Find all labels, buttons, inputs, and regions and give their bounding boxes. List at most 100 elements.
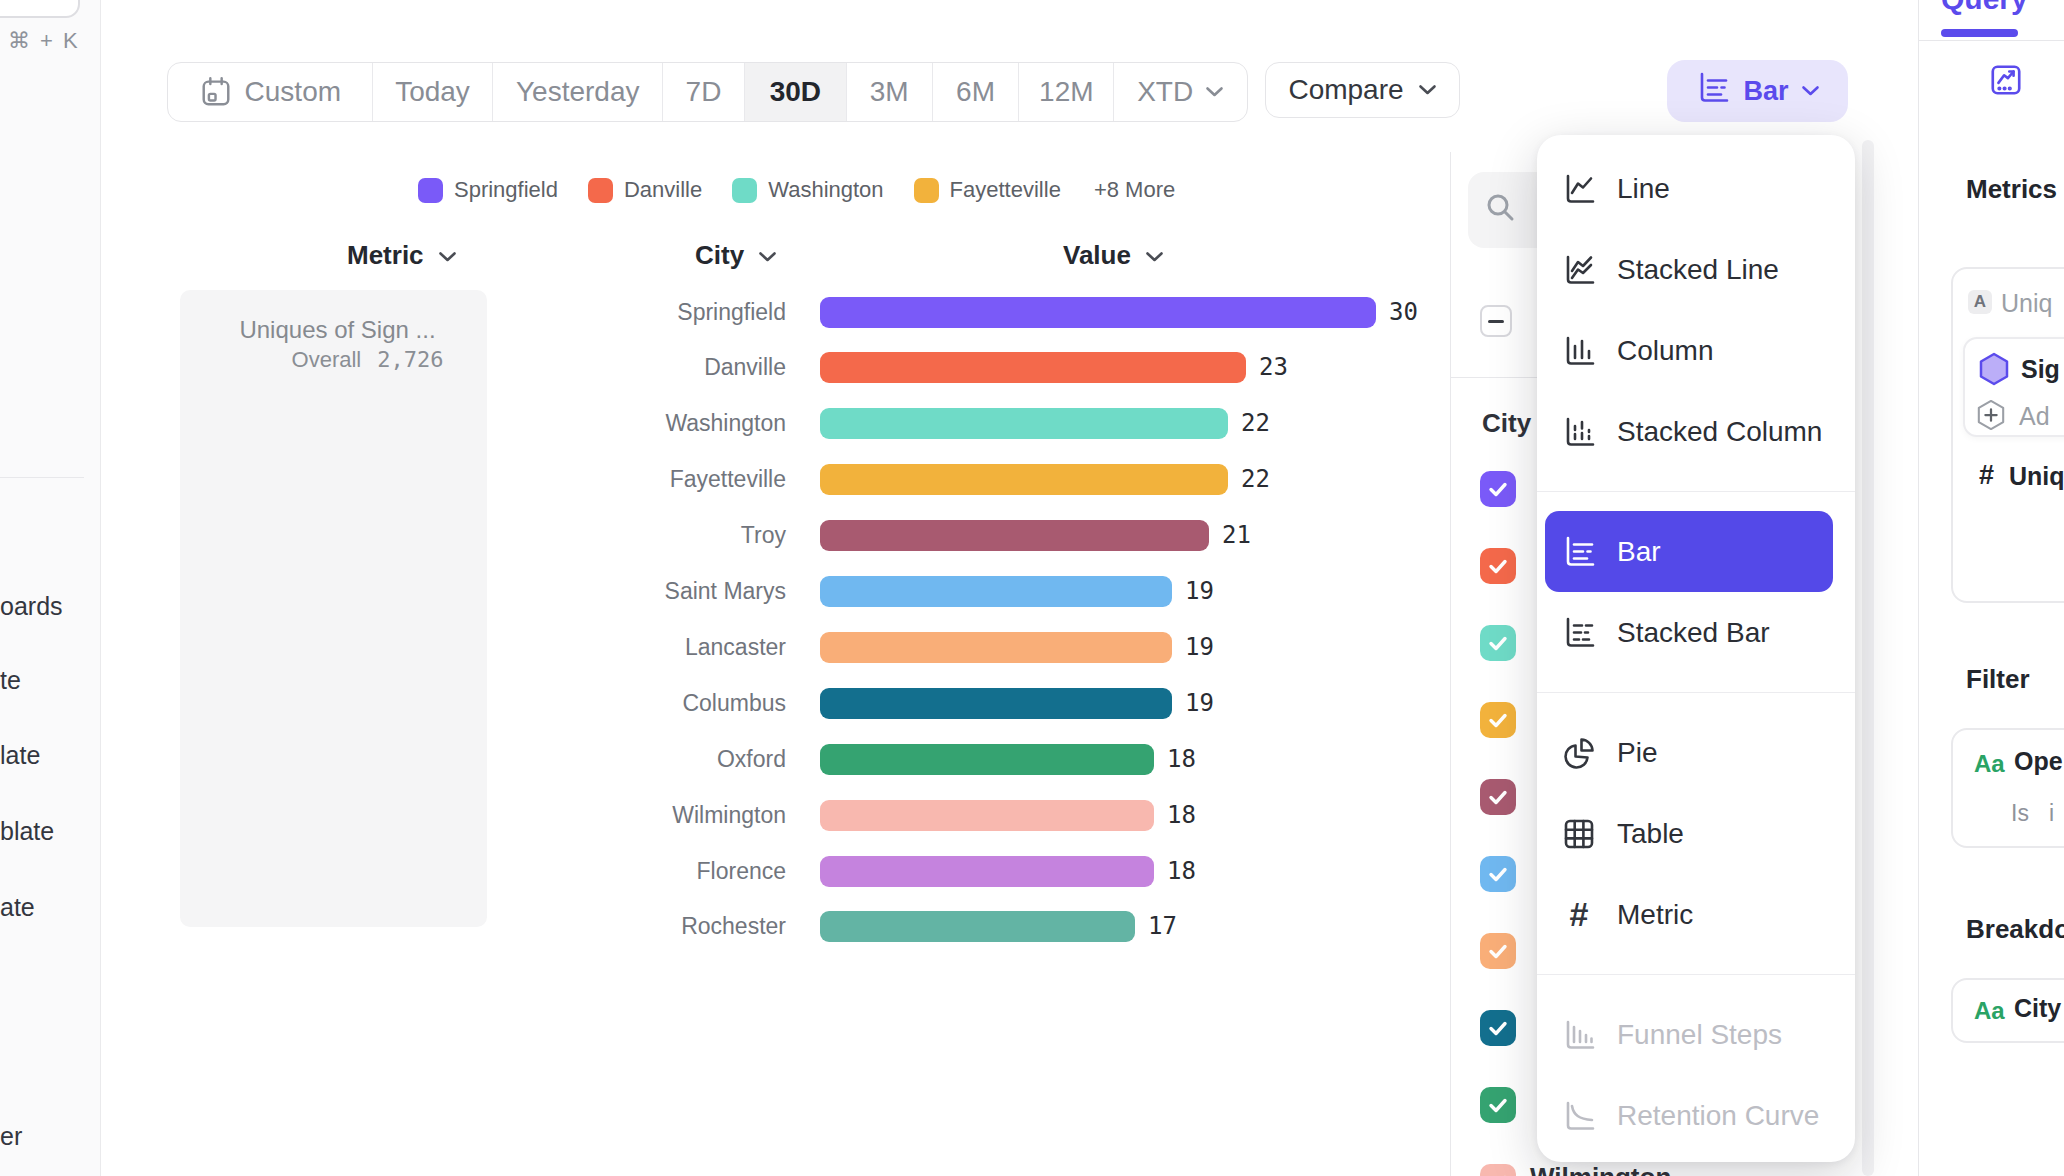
bar-row-label: Springfield [500,297,786,328]
date-range-yesterday[interactable]: Yesterday [493,63,663,121]
bar[interactable] [820,297,1376,328]
menu-item-table[interactable]: Table [1537,793,1855,874]
compare-label: Compare [1288,74,1403,106]
metric-title: Uniques of Sign ... [204,316,471,344]
bar-value: 19 [1185,576,1214,607]
menu-item-stacked-bar[interactable]: Stacked Bar [1537,592,1855,673]
city-checkbox[interactable] [1480,779,1516,815]
bar[interactable] [820,632,1172,663]
chevron-down-icon [1801,85,1820,97]
city-checkbox[interactable] [1480,702,1516,738]
city-checkbox[interactable] [1480,471,1516,507]
date-range-3m[interactable]: 3M [847,63,933,121]
add-event-icon[interactable] [1976,399,2006,435]
city-column-header[interactable]: City [695,240,777,271]
bar-value: 18 [1167,744,1196,775]
funnel-icon [1561,1017,1597,1053]
menu-item-column[interactable]: Column [1537,310,1855,391]
legend-item[interactable]: Springfield [418,177,558,203]
date-range-7d[interactable]: 7D [663,63,745,121]
legend-swatch [588,178,613,203]
sidebar-item[interactable]: oards [0,592,63,621]
menu-divider [1537,974,1855,975]
date-range-12m[interactable]: 12M [1019,63,1114,121]
city-checkbox[interactable] [1480,1010,1516,1046]
city-checkbox[interactable] [1480,548,1516,584]
bar-value: 19 [1185,688,1214,719]
bar[interactable] [820,911,1135,942]
bar[interactable] [820,464,1228,495]
sidebar-divider [0,477,84,478]
event-name: Sig [2021,355,2060,384]
bar[interactable] [820,408,1228,439]
sidebar-search-box[interactable] [0,0,80,18]
menu-item-label: Table [1617,818,1684,850]
legend-item[interactable]: Danville [588,177,702,203]
menu-item-line[interactable]: Line [1537,148,1855,229]
filter-property: Ope [2014,747,2063,776]
legend-more[interactable]: +8 More [1094,177,1175,203]
tab-query[interactable]: Query [1941,0,2028,16]
bar[interactable] [820,352,1246,383]
sidebar-item[interactable]: er [0,1122,22,1151]
date-range-today[interactable]: Today [373,63,494,121]
menu-item-stacked-column[interactable]: Stacked Column [1537,391,1855,472]
legend-label: Washington [768,177,883,203]
city-checkbox[interactable] [1480,1164,1516,1176]
legend-item[interactable]: Washington [732,177,883,203]
bar-row-label: Oxford [500,744,786,775]
date-range-6m[interactable]: 6M [933,63,1020,121]
scrollbar[interactable] [1862,140,1874,1176]
date-range-toolbar: CustomTodayYesterday7D30D 3M 6M12M XTD [167,62,1248,122]
metric-column-header[interactable]: Metric [347,240,457,271]
city-checkbox[interactable] [1480,856,1516,892]
legend-swatch [732,178,757,203]
bar[interactable] [820,576,1172,607]
date-range-xtd[interactable]: XTD [1114,63,1247,121]
value-header-label: Value [1063,240,1131,271]
menu-item-metric[interactable]: #Metric [1537,874,1855,955]
chart-legend: Springfield Danville Washington Fayettevill… [418,177,1175,203]
chart-type-button[interactable]: Bar [1667,60,1848,122]
city-checkbox[interactable] [1480,933,1516,969]
menu-item-stacked-line[interactable]: Stacked Line [1537,229,1855,310]
sidebar-item[interactable]: blate [0,817,54,846]
bar[interactable] [820,520,1209,551]
chart-preview-icon[interactable] [1989,63,2023,101]
date-range-label: 3M [870,76,909,108]
city-checkbox[interactable] [1480,625,1516,661]
value-column-header[interactable]: Value [1063,240,1164,271]
city-checkbox[interactable] [1480,1087,1516,1123]
filter-card[interactable] [1951,728,2064,848]
bar[interactable] [820,688,1172,719]
bar-value: 19 [1185,632,1214,663]
metrics-section-label: Metrics [1966,174,2057,205]
date-range-30d[interactable]: 30D [745,63,847,121]
compare-button[interactable]: Compare [1265,62,1460,118]
column-icon [1561,333,1597,369]
metric-overall: Overall 2,726 [264,347,471,373]
metric-card[interactable]: Uniques of Sign ... Overall 2,726 [180,290,487,927]
sidebar-item[interactable]: late [0,741,40,770]
chevron-down-icon [438,248,457,263]
date-range-custom[interactable]: Custom [168,63,373,121]
menu-item-bar[interactable]: Bar [1545,511,1833,592]
collapse-button[interactable] [1480,305,1512,337]
sidebar-item[interactable]: te [0,666,21,695]
keyboard-shortcut-hint: ⌘ + K [8,28,80,54]
query-panel: Query Metrics A Uniq Sig Ad # Uniqu Filt… [1918,0,2064,1176]
legend-item[interactable]: Fayetteville [914,177,1061,203]
event-hexagon-icon [1978,352,2010,390]
sidebar-item[interactable]: ate [0,893,35,922]
bar-value: 30 [1389,297,1418,328]
bar-row-label: Rochester [500,911,786,942]
minus-icon [1488,320,1504,323]
menu-item-pie[interactable]: Pie [1537,712,1855,793]
panel-divider [1450,152,1451,1176]
date-range-label: XTD [1137,76,1193,108]
bar[interactable] [820,744,1154,775]
legend-label: Danville [624,177,702,203]
bar[interactable] [820,856,1154,887]
bar[interactable] [820,800,1154,831]
metric-name: Uniq [2001,289,2052,318]
